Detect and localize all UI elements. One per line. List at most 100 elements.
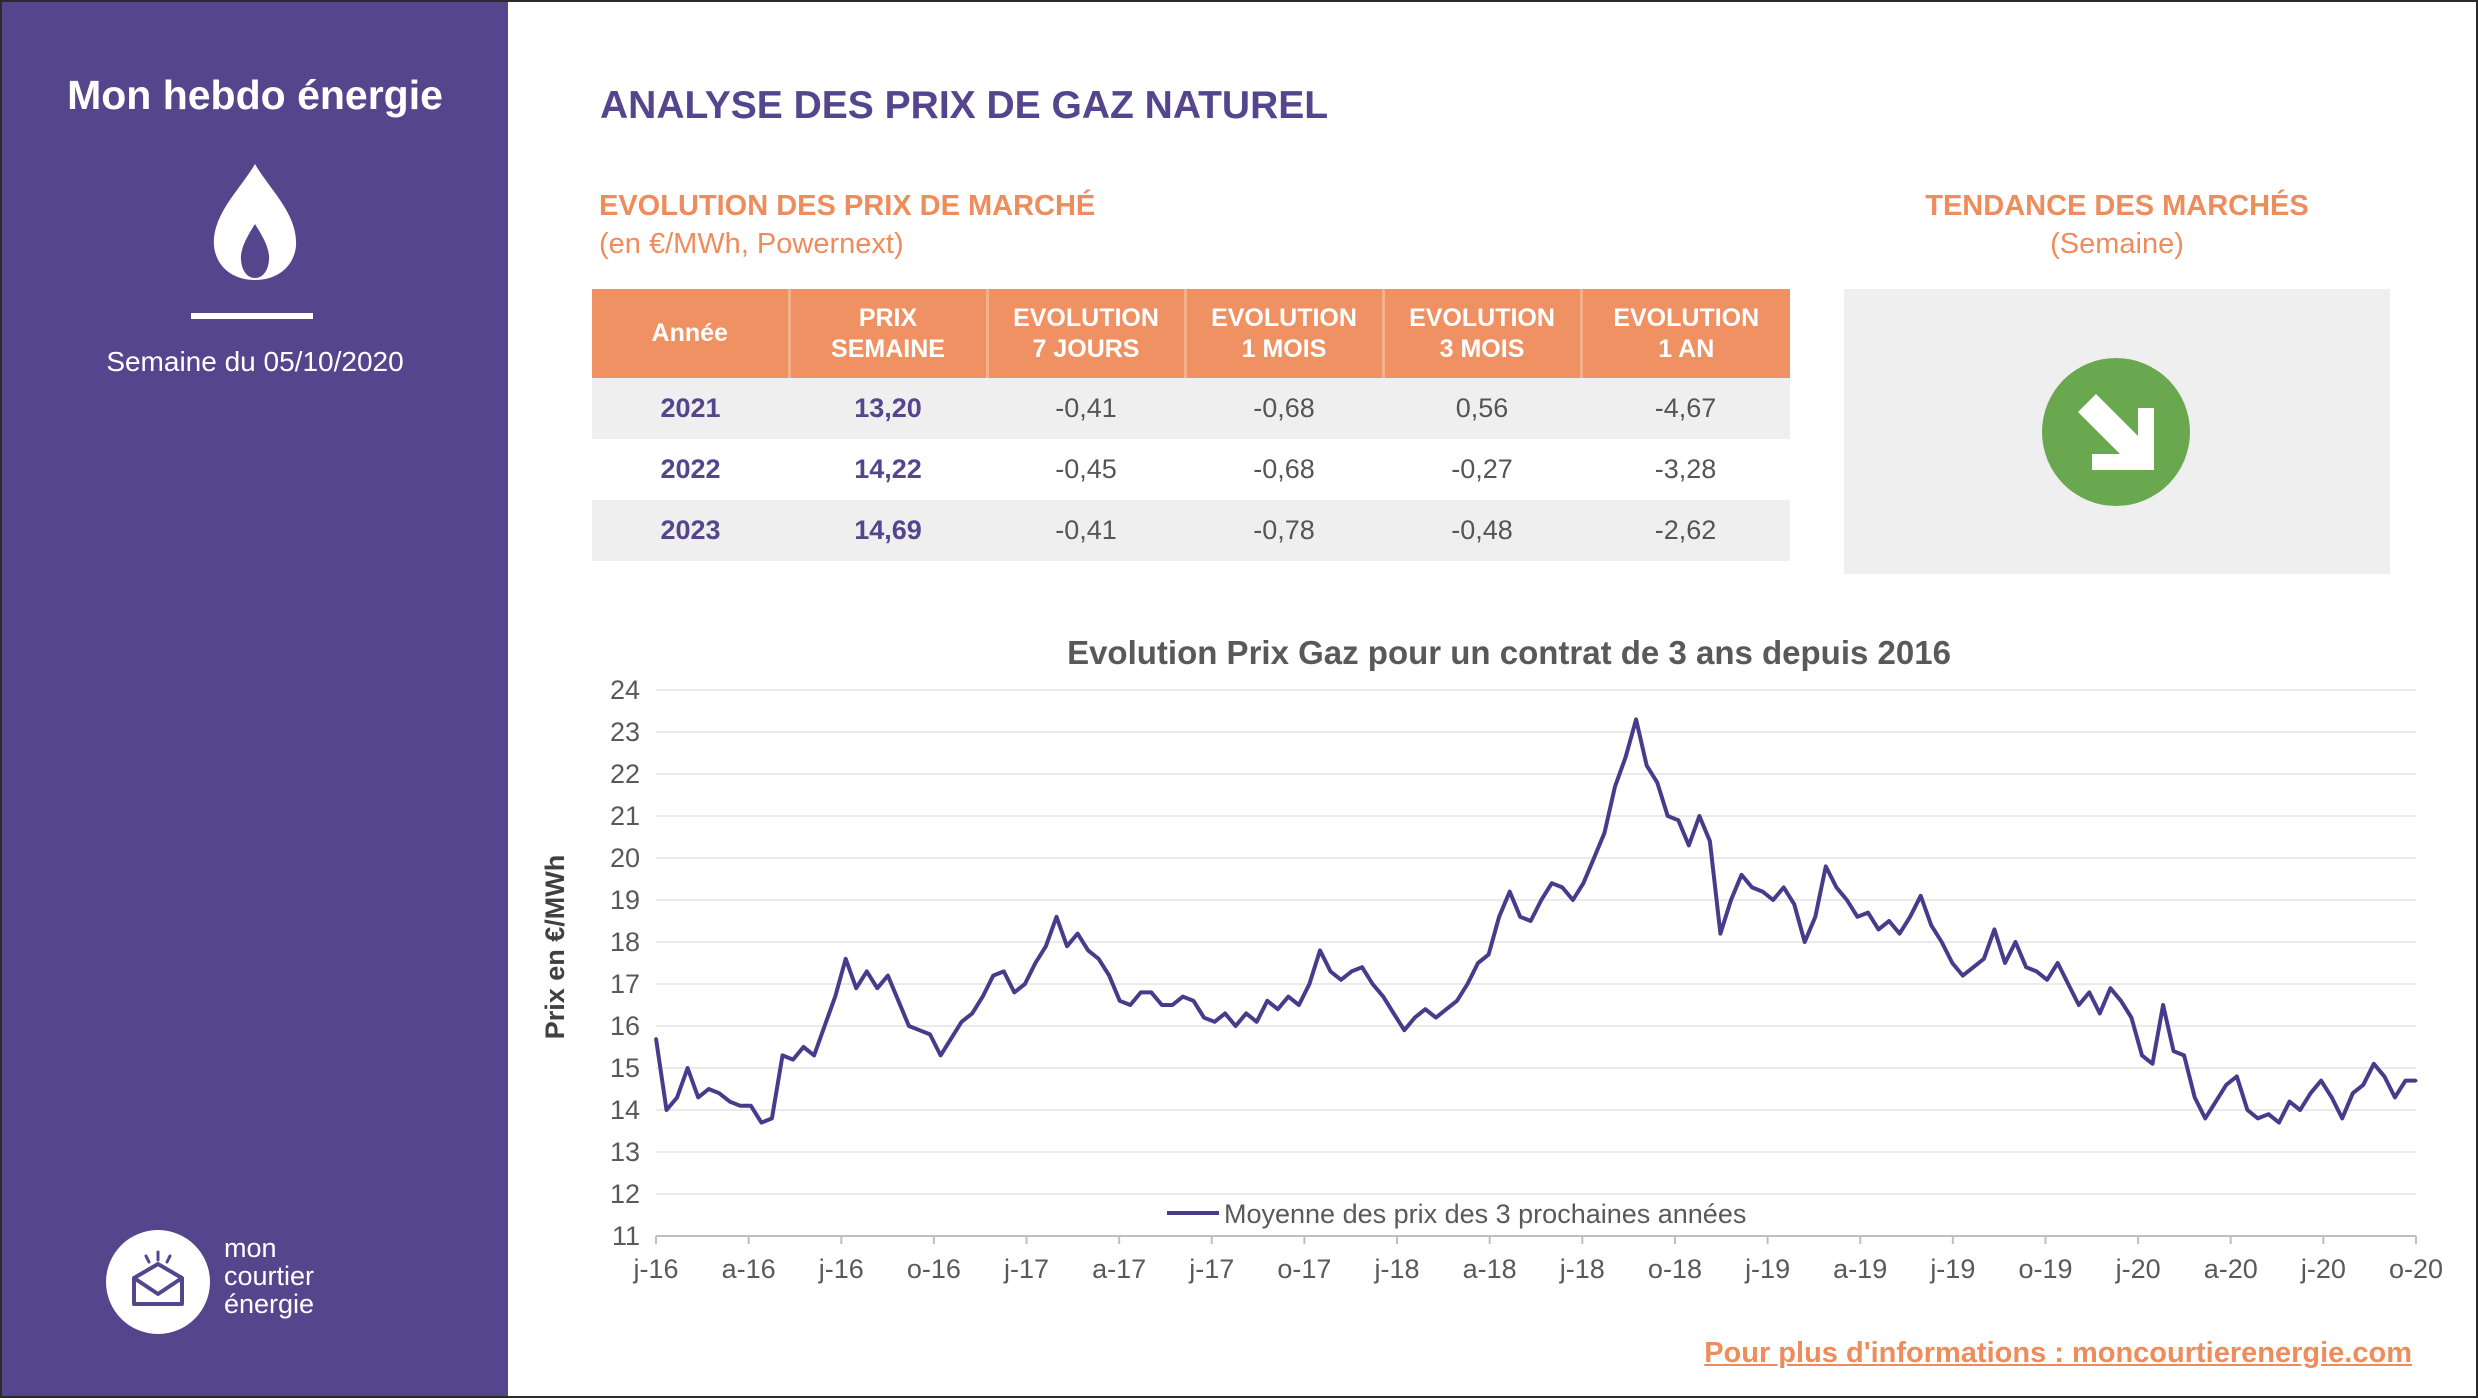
x-tick-label: j-19 <box>1744 1254 1790 1284</box>
data-point <box>1508 890 1512 894</box>
column-header: EVOLUTION 1 AN <box>1581 289 1790 378</box>
more-info-link[interactable]: Pour plus d'informations : moncourtieren… <box>1704 1337 2412 1369</box>
data-point <box>802 1045 805 1049</box>
y-tick-label: 18 <box>610 927 640 957</box>
data-point <box>2224 1083 2228 1087</box>
data-point <box>2140 1053 2144 1057</box>
data-point <box>2393 1095 2397 1099</box>
y-tick-label: 15 <box>610 1053 640 1083</box>
x-tick-label: j-17 <box>1003 1254 1049 1284</box>
year-cell: 2023 <box>592 500 789 561</box>
price-table: Année PRIX SEMAINE EVOLUTION 7 JOURS EVOLU… <box>592 289 1790 561</box>
data-point <box>939 1053 943 1057</box>
data-point <box>2014 940 2017 944</box>
x-tick-label: o-18 <box>1648 1254 1702 1284</box>
data-point <box>1761 890 1765 894</box>
x-tick-label: o-19 <box>2018 1254 2072 1284</box>
price-cell: 14,22 <box>854 454 922 484</box>
data-point <box>2309 1091 2313 1095</box>
y-tick-label: 14 <box>610 1095 640 1125</box>
data-point <box>2161 1003 2165 1007</box>
y-tick-label: 13 <box>610 1137 640 1167</box>
data-point <box>1497 915 1501 919</box>
brand-line: mon <box>224 1233 277 1263</box>
table-row: 2023 14,69 -0,41 -0,78 -0,48 -2,62 <box>592 500 1790 561</box>
data-point <box>1487 953 1491 957</box>
sidebar: Mon hebdo énergie Semaine du 05/10/2020 … <box>2 2 508 1396</box>
data-point <box>1307 982 1311 986</box>
evolution-cell: -0,78 <box>1185 500 1383 561</box>
sidebar-title: Mon hebdo énergie <box>67 72 443 118</box>
evolution-cell: 0,56 <box>1383 378 1581 439</box>
data-point <box>1887 919 1891 923</box>
evolution-cell: -0,68 <box>1185 378 1383 439</box>
data-point <box>2003 961 2007 965</box>
year-cell: 2021 <box>592 378 789 439</box>
data-point <box>1855 915 1859 919</box>
data-point <box>823 1024 827 1028</box>
data-point <box>2277 1121 2281 1125</box>
x-tick-label: j-16 <box>632 1254 678 1284</box>
evolution-cell: -0,45 <box>1055 454 1117 484</box>
data-point <box>1139 990 1143 994</box>
data-point <box>981 995 985 999</box>
x-tick-label: o-16 <box>907 1254 961 1284</box>
x-tick-label: a-20 <box>2204 1254 2258 1284</box>
data-point <box>1276 1007 1280 1011</box>
data-point <box>1381 995 1385 999</box>
data-point <box>1128 1003 1132 1007</box>
data-point <box>728 1100 732 1104</box>
data-point <box>1265 999 1269 1003</box>
data-point <box>2172 1049 2176 1053</box>
data-point <box>654 1037 658 1041</box>
data-point <box>1149 990 1153 994</box>
data-point <box>1708 839 1712 843</box>
data-point <box>2182 1053 2186 1057</box>
data-point <box>1297 1003 1301 1007</box>
data-point <box>1971 965 1975 969</box>
x-tick-label: o-20 <box>2389 1254 2442 1284</box>
y-tick-label: 24 <box>610 675 640 705</box>
data-point <box>2108 986 2112 990</box>
data-point <box>1560 885 1564 889</box>
data-point <box>949 1037 953 1041</box>
data-point <box>2319 1079 2323 1083</box>
column-header: Année <box>592 289 791 378</box>
data-point <box>1213 1020 1217 1024</box>
data-point <box>1065 944 1069 948</box>
data-point <box>1055 915 1058 919</box>
data-point <box>1023 982 1027 986</box>
data-point <box>1012 990 1016 994</box>
data-point <box>1634 717 1638 721</box>
y-tick-label: 23 <box>610 717 640 747</box>
data-point <box>1170 1003 1174 1007</box>
data-point <box>2256 1116 2260 1120</box>
data-point <box>770 1116 774 1120</box>
data-point <box>1666 814 1670 818</box>
data-point <box>1929 923 1933 927</box>
data-point <box>1329 969 1332 973</box>
y-tick-label: 11 <box>612 1221 640 1251</box>
data-point <box>1413 1016 1417 1020</box>
chart-title: Evolution Prix Gaz pour un contrat de 3 … <box>1067 634 1951 671</box>
data-point <box>665 1108 668 1112</box>
data-point <box>1877 927 1880 931</box>
data-point <box>1571 898 1575 902</box>
data-point <box>1655 780 1659 784</box>
data-point <box>1286 995 1290 999</box>
data-point <box>738 1104 742 1108</box>
data-point <box>1740 873 1743 877</box>
data-point <box>1339 978 1343 982</box>
data-point <box>907 1024 911 1028</box>
data-point <box>2361 1083 2365 1087</box>
data-point <box>1950 961 1954 965</box>
data-point <box>1402 1028 1406 1032</box>
data-point <box>1360 965 1364 969</box>
table-header-row: Année PRIX SEMAINE EVOLUTION 7 JOURS EVOLU… <box>592 289 1790 378</box>
data-point <box>1107 974 1111 978</box>
evolution-cell: -0,41 <box>987 378 1185 439</box>
data-point <box>1866 911 1870 915</box>
data-point <box>1898 932 1902 936</box>
data-point <box>2214 1100 2218 1104</box>
data-point <box>1961 974 1965 978</box>
